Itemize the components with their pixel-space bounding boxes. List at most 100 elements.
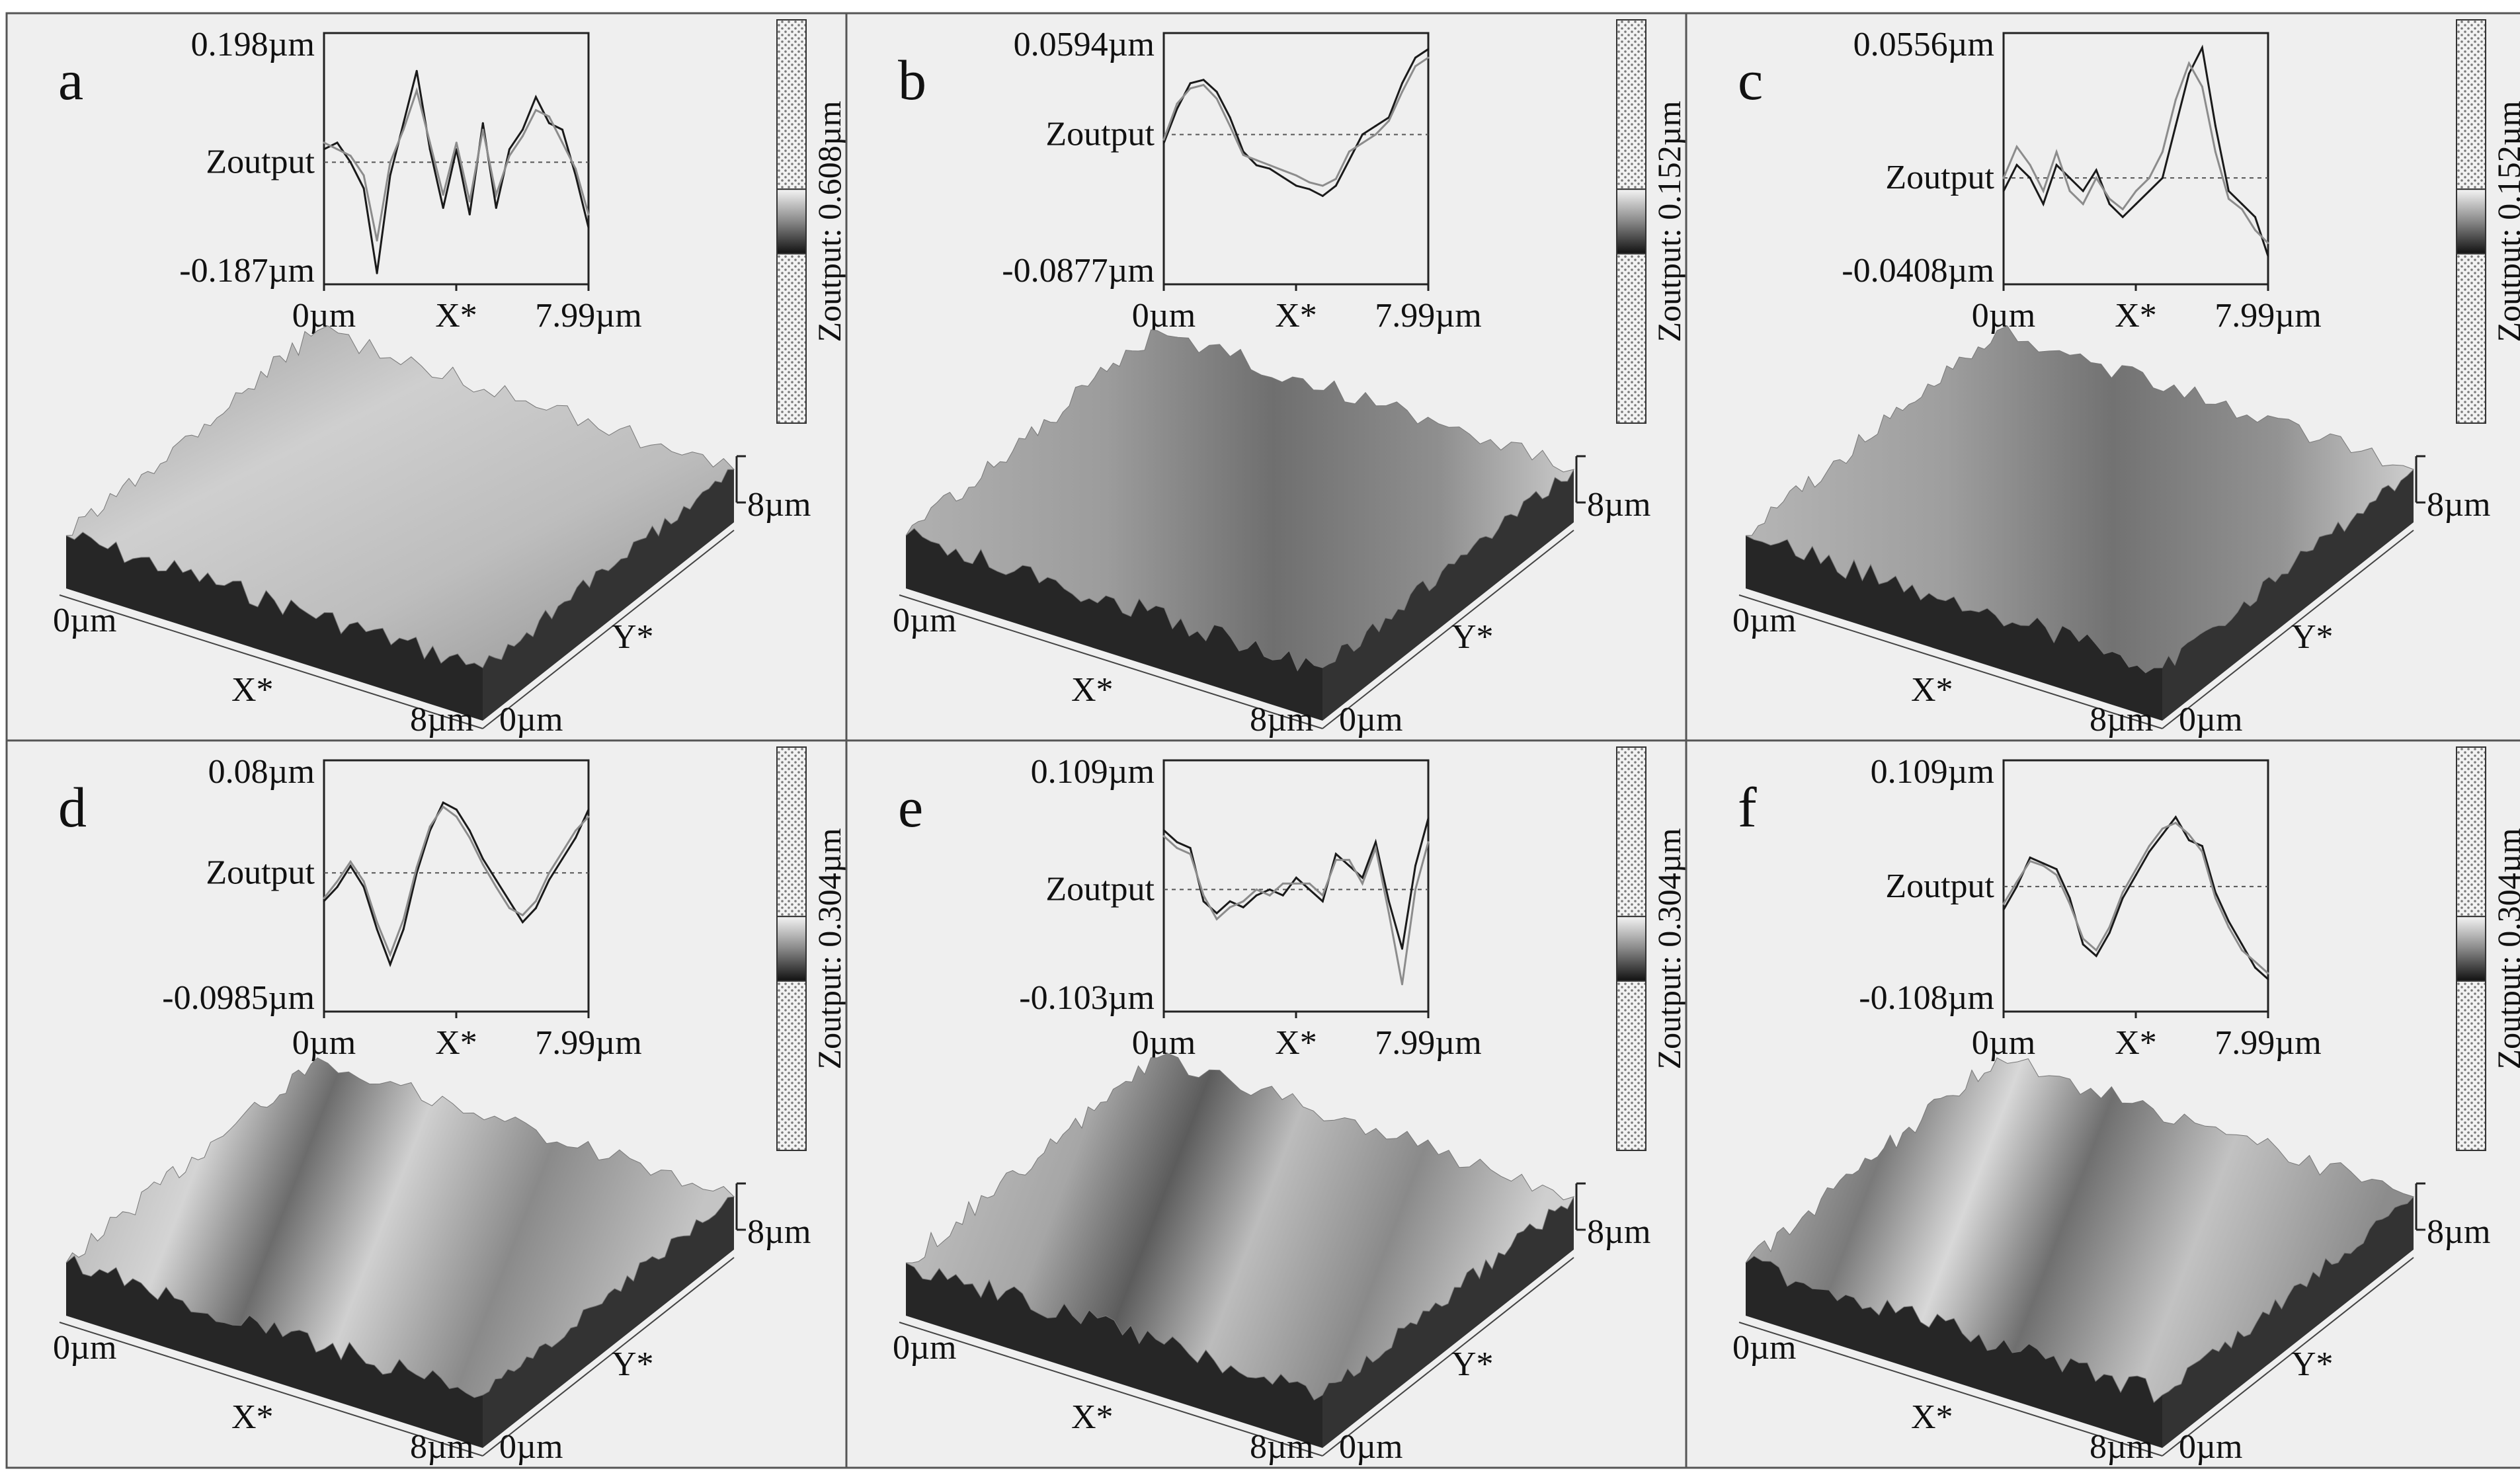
profile-point — [1374, 847, 1377, 850]
profile-x-axis-label: X* — [2115, 1024, 2157, 1062]
profile-point — [1321, 184, 1324, 187]
surface-x-start-label: 0µm — [1732, 1329, 1796, 1367]
profile-x-axis-label: X* — [1275, 297, 1317, 335]
profile-point — [442, 207, 444, 209]
surface-x-axis — [1738, 594, 2163, 729]
colorbar-bottom-pattern — [1616, 253, 1646, 424]
surface-front-wall — [66, 1256, 483, 1448]
profile-point — [349, 865, 352, 867]
profile-point — [1229, 906, 1231, 908]
profile-point — [1295, 877, 1297, 879]
profile-point — [1268, 894, 1271, 897]
profile-point — [587, 809, 590, 811]
profile-point — [2029, 164, 2031, 166]
profile-y-axis-label: Zoutput — [1885, 867, 1994, 905]
profile-point — [587, 815, 590, 818]
profile-point — [2214, 124, 2216, 127]
panel-letter: f — [1738, 776, 1757, 839]
surface-top — [905, 1053, 1574, 1401]
profile-y-min-label: -0.0408µm — [1842, 252, 1994, 290]
profile-point — [2148, 177, 2150, 179]
profile-y-axis-label: Zoutput — [1045, 870, 1155, 908]
profile-point — [376, 239, 378, 242]
profile-point — [2148, 190, 2150, 192]
profile-point — [1427, 841, 1430, 844]
colorbar-label: Zoutput: 0.608µm — [811, 100, 848, 342]
profile-point — [1321, 894, 1324, 897]
profile-point — [1189, 87, 1192, 90]
profile-point — [389, 953, 391, 956]
panel-e: e 0.109µm Zoutput -0.103µm 0µm X* 7.99µm Zoutpu… — [845, 739, 1687, 1469]
panel-f: f 0.109µm Zoutput -0.108µm 0µm X* 7.99µm Zoutpu… — [1685, 739, 2520, 1469]
profile-point — [2227, 920, 2230, 922]
profile-point — [548, 879, 550, 881]
surface-y-start-label: 0µm — [499, 1428, 563, 1466]
profile-point — [2187, 839, 2190, 842]
profile-point — [428, 141, 431, 144]
profile-point — [349, 860, 352, 863]
profile-y-max-label: 0.109µm — [1871, 753, 1994, 791]
profile-x-end-label: 7.99µm — [2215, 297, 2321, 335]
profile-point — [2015, 145, 2018, 148]
profile-point — [1189, 853, 1192, 856]
surface-side-wall — [2162, 1197, 2414, 1448]
surface-y-axis-label: Y* — [612, 1345, 654, 1383]
profile-point — [2174, 822, 2177, 824]
profile-point — [561, 850, 563, 853]
profile-point — [2015, 881, 2018, 883]
surface-front-wall — [906, 1263, 1322, 1448]
profile-point — [2267, 972, 2269, 975]
profile-point — [1361, 133, 1363, 136]
surface-x-axis — [59, 594, 483, 729]
profile-point — [1401, 983, 1403, 986]
profile-y-axis-label: Zoutput — [1885, 159, 1994, 196]
profile-point — [2002, 177, 2005, 179]
profile-point — [575, 829, 577, 832]
panel-letter: e — [898, 776, 923, 839]
profile-point — [2042, 864, 2045, 867]
colorbar-top-pattern — [776, 746, 807, 918]
profile-point — [362, 886, 365, 889]
profile-point — [2055, 868, 2058, 871]
profile-point — [2254, 216, 2256, 218]
colorbar-top-pattern — [2456, 19, 2486, 190]
profile-point — [495, 207, 497, 209]
profile-y-min-label: -0.0877µm — [1002, 252, 1155, 290]
profile-point — [1202, 79, 1205, 81]
surface-x-end-label: 8µm — [410, 701, 473, 739]
profile-point — [442, 194, 444, 196]
profile-point — [389, 963, 391, 966]
profile-point — [587, 226, 590, 229]
profile-point — [389, 174, 391, 177]
panel-a: a 0.198µm Zoutput -0.187µm 0µm X* 7.99µm Zoutpu… — [5, 12, 848, 742]
surface-x-start-label: 0µm — [1732, 602, 1796, 639]
profile-point — [2002, 902, 2005, 905]
profile-point — [1414, 888, 1416, 891]
profile-point — [2068, 190, 2071, 192]
profile-point — [2241, 949, 2243, 951]
profile-point — [534, 96, 537, 99]
profile-point — [468, 213, 471, 216]
colorbar-gradient — [2456, 916, 2486, 982]
profile-point — [1427, 817, 1430, 820]
surface-top — [905, 329, 1574, 672]
colorbar-bottom-pattern — [776, 980, 807, 1151]
profile-point — [442, 805, 444, 808]
surface-x-axis — [899, 1322, 1323, 1457]
profile-x-end-label: 7.99µm — [1375, 1024, 1481, 1062]
surface-front-wall — [66, 532, 483, 721]
profile-point — [336, 148, 339, 151]
profile-point — [1255, 888, 1258, 891]
profile-point — [323, 148, 325, 151]
profile-point — [323, 897, 325, 900]
profile-point — [1242, 906, 1244, 908]
profile-point — [534, 900, 537, 902]
profile-point — [1348, 150, 1350, 153]
profile-point — [1308, 188, 1311, 190]
colorbar-top-pattern — [776, 19, 807, 190]
profile-point — [402, 918, 405, 921]
surface-x-start-label: 0µm — [893, 602, 956, 639]
profile-point — [561, 128, 563, 131]
profile-point — [1295, 174, 1297, 177]
profile-point — [2055, 164, 2058, 166]
